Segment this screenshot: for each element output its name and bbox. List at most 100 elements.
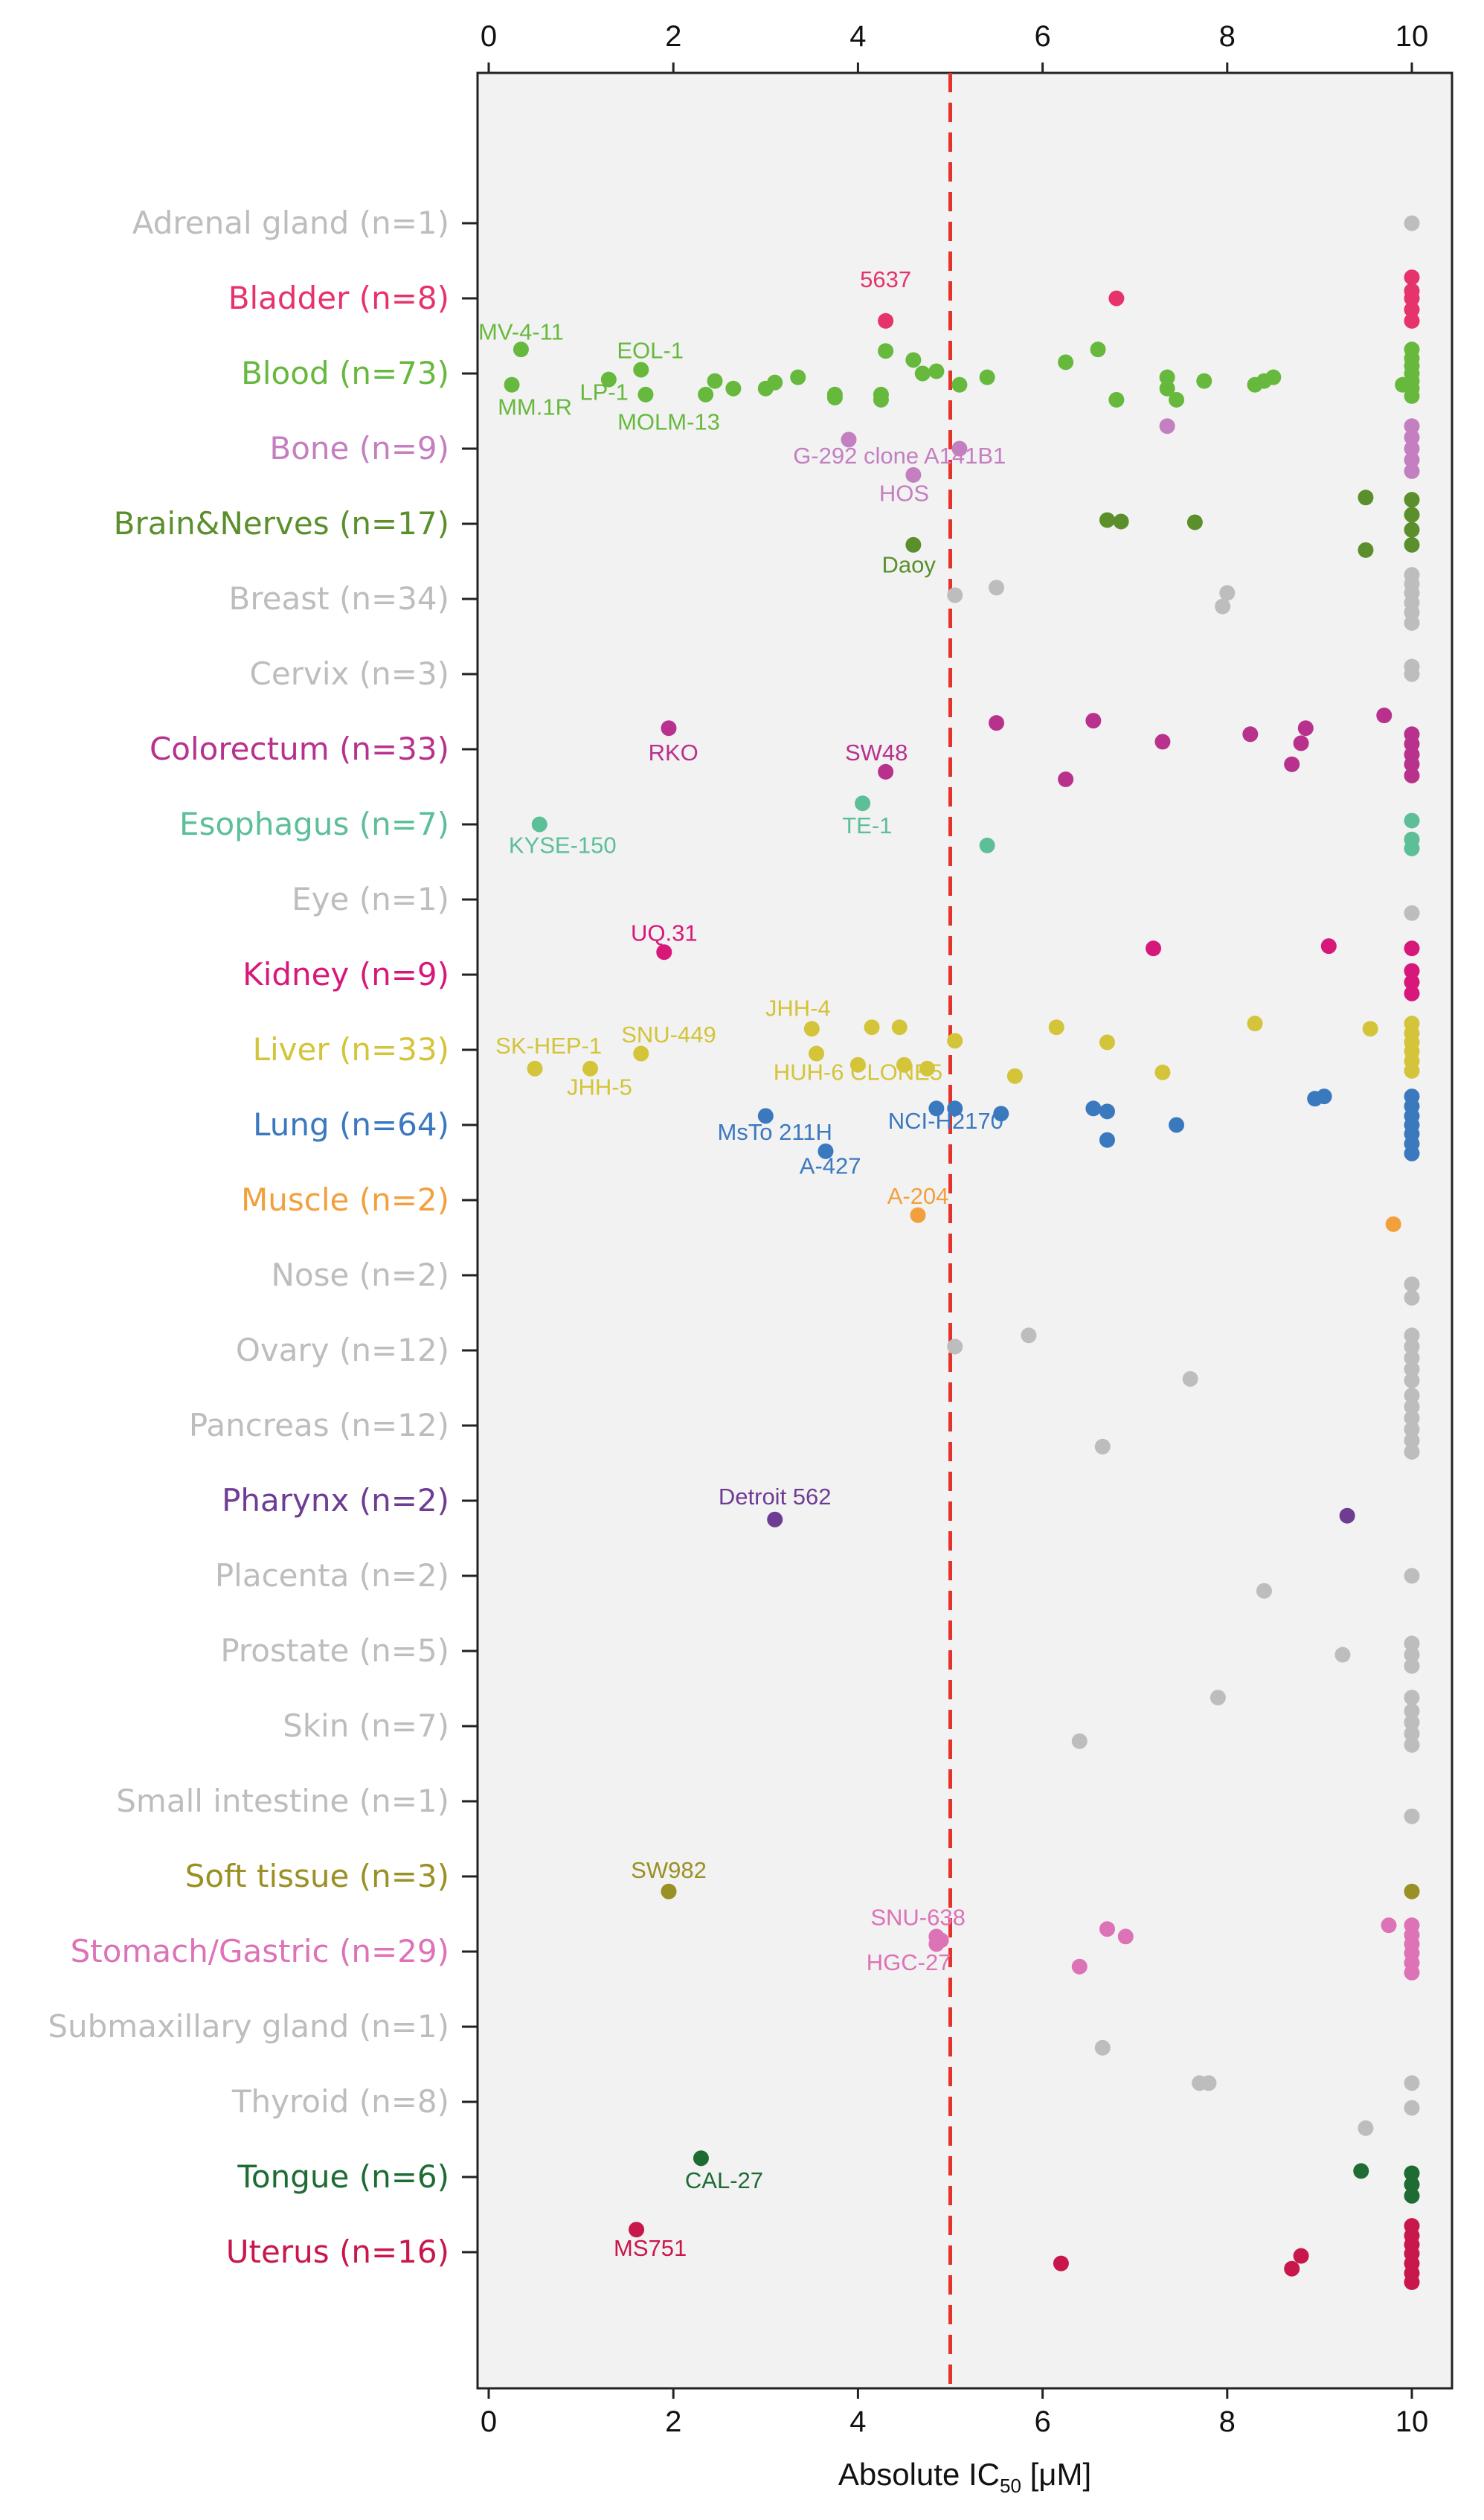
data-point — [1404, 440, 1420, 457]
data-point — [600, 371, 617, 388]
data-point — [1404, 492, 1420, 508]
x-axis-label: Absolute IC50 [μM] — [838, 2457, 1091, 2497]
x-tick-label-bottom: 10 — [1395, 2405, 1429, 2438]
data-point — [1404, 1388, 1420, 1404]
data-point — [1404, 1145, 1420, 1161]
data-point — [633, 362, 649, 378]
cell-line-label: CAL-27 — [685, 2167, 763, 2193]
cell-line-label: JHH-5 — [567, 1074, 632, 1100]
data-point — [1159, 369, 1175, 385]
data-point — [914, 365, 931, 382]
data-point — [1404, 1647, 1420, 1663]
cell-line-label: A-427 — [800, 1153, 861, 1179]
data-point — [1159, 418, 1175, 435]
data-point — [1404, 2075, 1420, 2091]
data-point — [1404, 2165, 1420, 2181]
data-point — [1404, 756, 1420, 772]
data-point — [1242, 726, 1259, 743]
data-point — [1362, 1021, 1378, 1037]
data-point — [928, 363, 945, 379]
data-point — [849, 1057, 866, 1073]
data-point — [1404, 1289, 1420, 1306]
data-point — [1058, 771, 1074, 787]
cell-line-label: SNU-638 — [870, 1905, 966, 1931]
data-point — [1404, 388, 1420, 404]
data-point — [1284, 756, 1300, 772]
category-label: Esophagus (n=7) — [179, 806, 449, 842]
x-tick-label-top: 10 — [1395, 20, 1429, 53]
data-point — [826, 389, 843, 405]
data-point — [1099, 1034, 1115, 1051]
data-point — [1358, 2120, 1374, 2136]
category-label: Placenta (n=2) — [215, 1557, 449, 1594]
data-point — [1404, 1635, 1420, 1652]
data-point — [878, 312, 894, 329]
data-point — [979, 837, 995, 853]
data-point — [1404, 2176, 1420, 2193]
x-tick-label-bottom: 8 — [1219, 2405, 1236, 2438]
data-point — [1146, 940, 1162, 957]
data-point — [1256, 1583, 1272, 1599]
data-point — [661, 720, 677, 737]
data-point — [947, 1100, 963, 1117]
data-point — [1284, 2260, 1300, 2277]
cell-line-label: HUH-6 CLONE5 — [774, 1059, 942, 1085]
cell-line-label: HGC-27 — [867, 1949, 951, 1975]
data-point — [1006, 1068, 1023, 1084]
data-point — [1404, 2187, 1420, 2204]
cell-line-label: SK-HEP-1 — [495, 1033, 602, 1059]
cell-line-label: Detroit 562 — [719, 1484, 832, 1510]
data-point — [698, 386, 714, 403]
cell-line-label: MS751 — [614, 2235, 687, 2261]
data-point — [1404, 418, 1420, 435]
data-point — [1404, 1568, 1420, 1584]
data-point — [1404, 1690, 1420, 1706]
data-point — [637, 386, 654, 403]
category-label: Submaxillary gland (n=1) — [48, 2008, 449, 2045]
data-point — [1404, 522, 1420, 538]
data-point — [1404, 1421, 1420, 1437]
data-point — [993, 1106, 1009, 1122]
data-point — [1196, 373, 1212, 389]
data-point — [1404, 1714, 1420, 1731]
data-point — [1265, 369, 1282, 385]
data-point — [1404, 1808, 1420, 1824]
data-point — [1339, 1507, 1355, 1524]
data-point — [1376, 708, 1393, 724]
data-point — [951, 440, 968, 457]
data-point — [1316, 1089, 1332, 1105]
category-label: Thyroid (n=8) — [231, 2083, 449, 2120]
data-point — [1169, 1117, 1185, 1133]
data-point — [527, 1060, 543, 1077]
data-point — [1404, 2100, 1420, 2116]
data-point — [809, 1045, 825, 1062]
cell-line-label: UQ.31 — [631, 920, 698, 946]
data-point — [725, 380, 742, 397]
data-point — [896, 1057, 912, 1073]
data-point — [1293, 2248, 1309, 2264]
data-point — [1353, 2163, 1369, 2179]
data-point — [1058, 354, 1074, 371]
cell-line-label: Daoy — [881, 552, 936, 578]
cell-line-label: EOL-1 — [617, 338, 684, 364]
data-point — [1334, 1647, 1351, 1663]
data-point — [841, 432, 857, 448]
data-point — [891, 1019, 908, 1036]
data-point — [1071, 1958, 1088, 1975]
data-point — [1404, 940, 1420, 957]
category-label: Eye (n=1) — [292, 881, 449, 917]
data-point — [1358, 490, 1374, 506]
data-point — [1404, 463, 1420, 479]
data-point — [1094, 1438, 1111, 1455]
data-point — [928, 1100, 945, 1117]
data-point — [1404, 429, 1420, 446]
x-tick-label-top: 0 — [481, 20, 497, 53]
data-point — [1297, 720, 1314, 737]
data-point — [878, 343, 894, 359]
category-label: Nose (n=2) — [272, 1257, 450, 1293]
data-point — [1117, 1929, 1134, 1945]
data-point — [1404, 1350, 1420, 1366]
data-point — [1219, 585, 1236, 601]
data-point — [1404, 1276, 1420, 1292]
category-label: Colorectum (n=33) — [150, 731, 449, 767]
